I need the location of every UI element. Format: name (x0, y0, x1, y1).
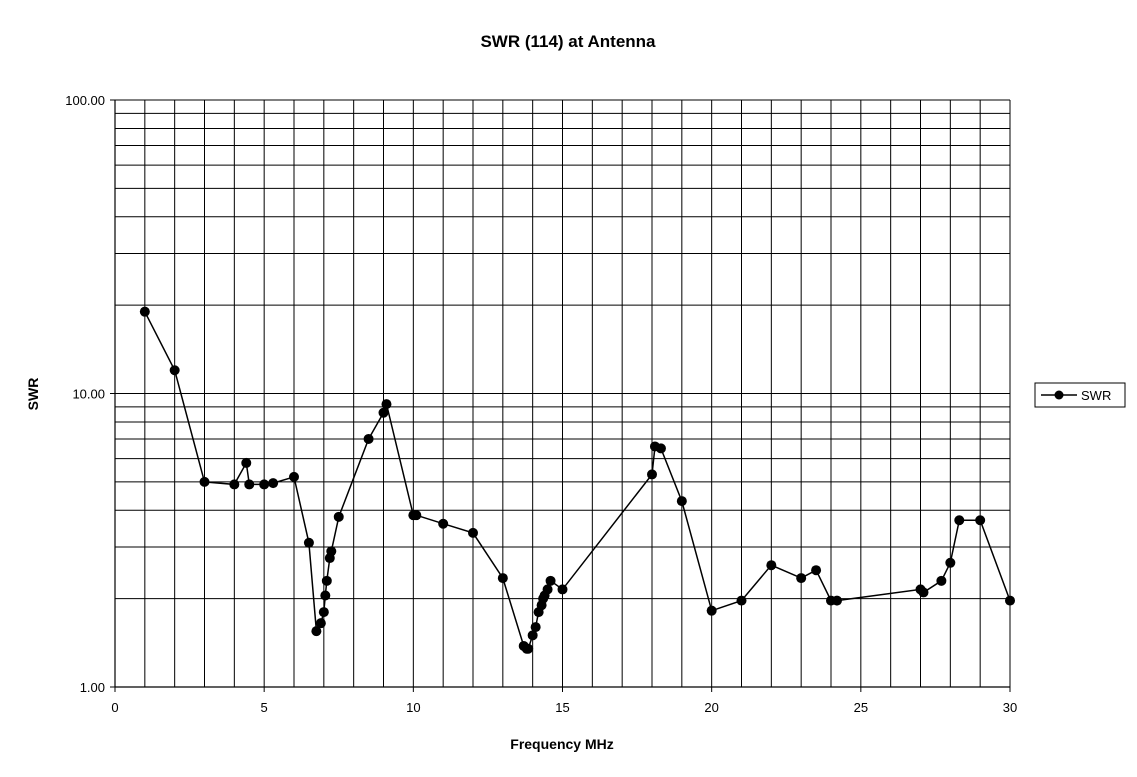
data-point (811, 565, 822, 576)
data-point (169, 365, 180, 376)
data-point (315, 618, 326, 629)
legend: SWR (1034, 382, 1126, 408)
y-axis-label: SWR (25, 378, 41, 411)
x-tick-label: 0 (111, 700, 118, 715)
x-tick-label: 15 (555, 700, 569, 715)
x-tick-label: 20 (704, 700, 718, 715)
data-point (918, 587, 929, 598)
series-swr (139, 306, 1015, 654)
data-point (530, 622, 541, 633)
data-point (497, 573, 508, 584)
data-point (363, 433, 374, 444)
y-tick-label: 100.00 (65, 93, 105, 108)
x-tick-label: 10 (406, 700, 420, 715)
data-point (936, 575, 947, 586)
data-point (311, 626, 322, 637)
data-point (945, 557, 956, 568)
data-point (244, 479, 255, 490)
data-point (975, 515, 986, 526)
x-axis-label: Frequency MHz (510, 736, 613, 752)
y-tick-label: 1.00 (80, 680, 105, 695)
x-tick-label: 30 (1003, 700, 1017, 715)
x-tick-label: 5 (261, 700, 268, 715)
data-point (796, 573, 807, 584)
data-point (268, 478, 279, 489)
data-point (545, 575, 556, 586)
x-tick-label: 25 (854, 700, 868, 715)
data-point (259, 479, 270, 490)
data-point (557, 584, 568, 595)
data-point (303, 537, 314, 548)
data-point (321, 575, 332, 586)
data-point (381, 399, 392, 410)
data-point (542, 584, 553, 595)
chart-title: SWR (114) at Antenna (480, 32, 656, 51)
legend-label: SWR (1081, 388, 1111, 403)
data-point (241, 457, 252, 468)
data-point (655, 443, 666, 454)
data-point (289, 471, 299, 482)
data-point (320, 590, 331, 601)
data-point (411, 510, 422, 521)
data-point (199, 476, 210, 487)
legend-marker (1054, 390, 1064, 400)
data-point (468, 527, 478, 538)
y-tick-label: 10.00 (72, 387, 105, 402)
data-point (766, 560, 777, 571)
data-point (706, 605, 717, 616)
data-point (954, 515, 965, 526)
data-point (318, 607, 329, 618)
data-point (1005, 595, 1015, 606)
data-point (333, 511, 344, 522)
data-point (326, 546, 337, 557)
data-point (378, 407, 389, 418)
data-point (229, 479, 240, 490)
data-point (736, 595, 747, 606)
data-point (527, 630, 538, 641)
axes (110, 99, 1011, 692)
data-point (831, 595, 842, 606)
data-point (438, 518, 449, 529)
tick-labels: 0 5 10 15 20 25 30 1.00 10.00 100.00 (65, 93, 1017, 715)
grid-lines (115, 99, 1011, 687)
data-point (523, 643, 534, 654)
data-point (647, 469, 657, 480)
data-point (676, 496, 687, 507)
data-point (139, 306, 150, 317)
